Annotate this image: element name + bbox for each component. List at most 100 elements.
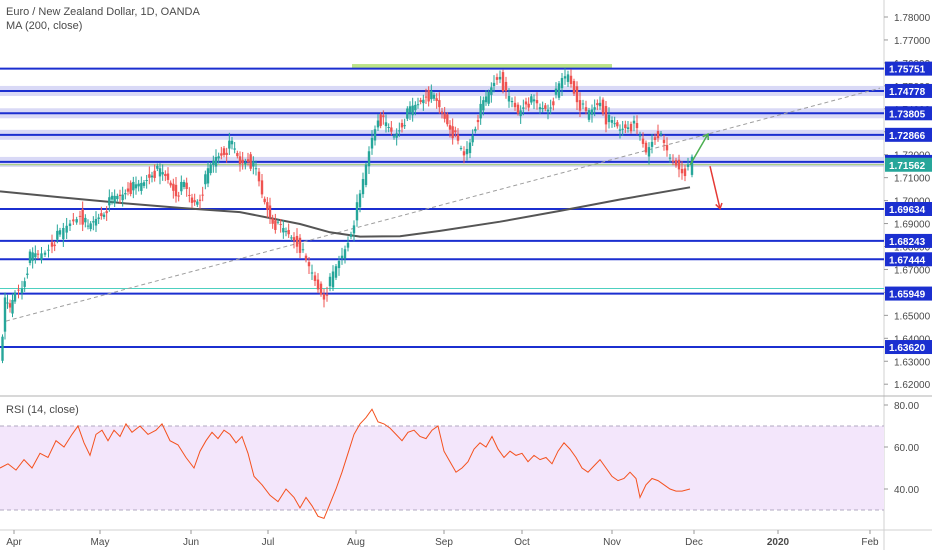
candle-body <box>379 114 382 126</box>
candle-body <box>58 230 62 235</box>
candle-body <box>398 130 401 132</box>
candle-body <box>419 100 422 102</box>
candle-body <box>519 110 522 117</box>
candle-body <box>507 95 511 102</box>
candle-body <box>607 114 611 123</box>
candle-body <box>613 123 616 125</box>
candle-body <box>204 174 207 185</box>
candle-body <box>337 260 341 269</box>
candle-body <box>102 214 106 217</box>
price-tick-label: 1.64000 <box>894 334 931 345</box>
candle-body <box>541 108 544 110</box>
level-badge-label: 1.65949 <box>889 290 926 301</box>
candle-body <box>222 148 226 155</box>
candle-body <box>513 102 517 108</box>
projection-down-arrow <box>709 166 721 209</box>
candle-body <box>65 225 68 233</box>
candle-body <box>328 276 332 287</box>
candle-body <box>563 76 567 79</box>
candle-body <box>382 115 385 117</box>
candle-body <box>217 156 220 159</box>
candle-body <box>43 252 47 255</box>
candle-body <box>310 272 314 274</box>
candle-body <box>392 136 396 138</box>
candle-body <box>97 217 100 219</box>
candle-body <box>468 142 472 154</box>
candle-body <box>343 249 347 259</box>
candle-body <box>292 237 296 241</box>
candle-body <box>671 160 675 162</box>
candle-body <box>81 209 84 225</box>
candle-body <box>498 76 502 80</box>
candle-body <box>390 127 393 132</box>
candle-body <box>662 139 666 143</box>
candle-body <box>448 125 452 130</box>
candle-body <box>28 251 32 264</box>
candle-body <box>668 157 672 159</box>
candle-body <box>647 147 651 157</box>
candle-body <box>557 83 561 98</box>
candle-body <box>249 154 252 169</box>
level-badge <box>885 286 932 301</box>
candle-body <box>246 159 250 162</box>
level-badge-label: 1.69634 <box>889 205 926 216</box>
time-tick-label: Apr <box>6 537 22 548</box>
candle-body <box>604 106 608 125</box>
candle-body <box>228 140 231 149</box>
candle-body <box>105 211 108 214</box>
candle-body <box>153 170 156 178</box>
candle-body <box>408 106 412 113</box>
candle-body <box>78 215 82 217</box>
candle-body <box>598 102 602 107</box>
candle-body <box>89 223 92 230</box>
candle-body <box>220 153 223 156</box>
candle-body <box>516 104 520 114</box>
candle-body <box>230 140 234 145</box>
candle-body <box>166 173 170 180</box>
candle-body <box>659 133 663 135</box>
trendline <box>5 87 881 322</box>
candle-body <box>214 156 218 167</box>
candle-body <box>546 109 550 112</box>
time-tick-label: 2020 <box>767 537 790 548</box>
candle-body <box>307 262 311 267</box>
level-badge <box>885 340 932 355</box>
candle-body <box>665 145 669 151</box>
candle-body <box>352 225 356 234</box>
candle-body <box>601 99 605 114</box>
level-badge <box>885 83 932 98</box>
candle-body <box>465 148 469 155</box>
candle-body <box>279 224 282 226</box>
candle-body <box>522 107 525 109</box>
candle-body <box>476 119 480 123</box>
rsi-indicator-label[interactable]: RSI (14, close) <box>6 404 79 416</box>
candle-body <box>358 193 362 208</box>
candle-body <box>196 201 199 205</box>
time-tick-label: Jul <box>262 537 275 548</box>
candle-body <box>266 202 269 210</box>
rsi-line <box>0 408 691 520</box>
candle-body <box>424 96 428 98</box>
candle-body <box>400 123 404 128</box>
candle-body <box>84 217 87 223</box>
last-price-label: 1.71562 <box>889 161 926 172</box>
candle-body <box>284 231 288 233</box>
candle-body <box>47 249 50 251</box>
level-badge-label: 1.63620 <box>889 343 926 354</box>
candle-body <box>626 127 630 129</box>
candle-body <box>501 72 505 92</box>
candle-body <box>161 172 164 175</box>
ma-indicator-label[interactable]: MA (200, close) <box>6 20 83 32</box>
candle-body <box>544 105 547 109</box>
candle-body <box>538 107 542 110</box>
candle-body <box>201 194 204 196</box>
level-badge-label: 1.74778 <box>889 87 926 98</box>
candle-body <box>68 223 72 226</box>
time-tick-label: May <box>91 537 110 548</box>
candle-body <box>596 103 599 106</box>
candle-body <box>164 173 167 177</box>
candle-body <box>492 82 496 87</box>
price-tick-label: 1.67000 <box>894 265 931 276</box>
